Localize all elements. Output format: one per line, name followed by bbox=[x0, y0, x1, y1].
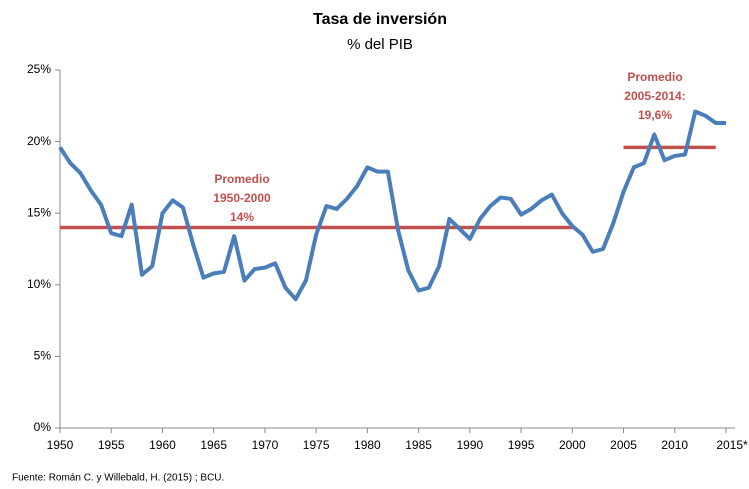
average-label: 14% bbox=[230, 210, 254, 224]
y-tick-label: 15% bbox=[27, 205, 51, 219]
chart-subtitle: % del PIB bbox=[347, 36, 413, 53]
x-tick-label: 2015* bbox=[716, 438, 748, 452]
x-tick-label: 1995 bbox=[508, 438, 535, 452]
x-tick-label: 1965 bbox=[200, 438, 227, 452]
x-tick-label: 2010 bbox=[661, 438, 688, 452]
source-note: Fuente: Román C. y Willebald, H. (2015) … bbox=[12, 473, 224, 484]
x-tick-label: 1960 bbox=[149, 438, 176, 452]
average-label: 19,6% bbox=[638, 108, 672, 122]
y-tick-label: 5% bbox=[34, 349, 52, 363]
x-tick-label: 1970 bbox=[252, 438, 279, 452]
chart-title: Tasa de inversión bbox=[313, 11, 447, 28]
y-tick-label: 25% bbox=[27, 62, 51, 76]
x-tick-label: 2005 bbox=[610, 438, 637, 452]
x-tick-label: 1950 bbox=[47, 438, 74, 452]
x-tick-label: 2000 bbox=[559, 438, 586, 452]
average-label: 2005-2014: bbox=[624, 89, 685, 103]
x-tick-label: 1975 bbox=[303, 438, 330, 452]
x-tick-label: 1980 bbox=[354, 438, 381, 452]
average-label: Promedio bbox=[214, 172, 269, 186]
y-tick-label: 0% bbox=[34, 420, 52, 434]
x-tick-label: 1990 bbox=[456, 438, 483, 452]
y-tick-label: 10% bbox=[27, 277, 51, 291]
average-label: 1950-2000 bbox=[213, 191, 271, 205]
x-tick-label: 1955 bbox=[98, 438, 125, 452]
data-line bbox=[58, 109, 726, 302]
average-label: Promedio bbox=[627, 70, 682, 84]
y-tick-label: 20% bbox=[27, 134, 51, 148]
x-tick-label: 1985 bbox=[405, 438, 432, 452]
